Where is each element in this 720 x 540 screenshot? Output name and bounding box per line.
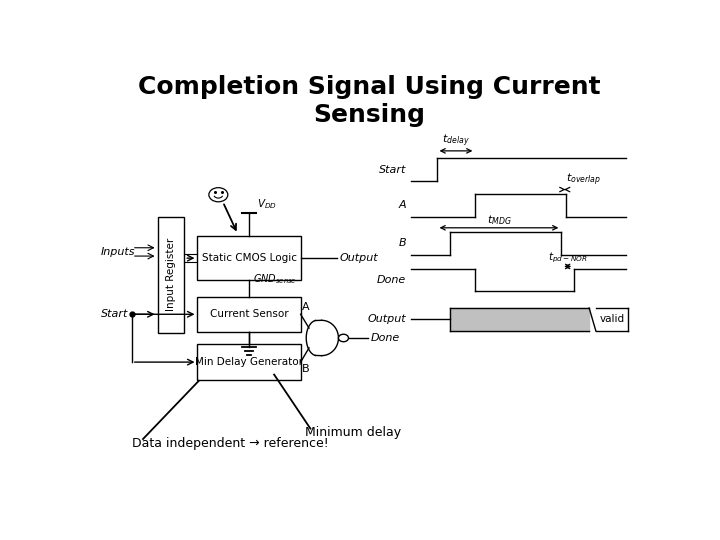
- Text: Done: Done: [370, 333, 400, 343]
- Polygon shape: [306, 320, 338, 356]
- Text: $V_{DD}$: $V_{DD}$: [257, 198, 276, 211]
- Text: Minimum delay: Minimum delay: [305, 426, 401, 439]
- Bar: [197, 345, 301, 380]
- Text: $t_{overlap}$: $t_{overlap}$: [566, 172, 601, 188]
- Text: $t_{pd-NOR}$: $t_{pd-NOR}$: [548, 251, 588, 265]
- Bar: [158, 217, 184, 333]
- Text: B: B: [399, 238, 406, 248]
- Circle shape: [338, 334, 348, 342]
- Text: A: A: [399, 200, 406, 210]
- Text: Min Delay Generator: Min Delay Generator: [195, 357, 303, 367]
- Text: Done: Done: [377, 275, 406, 285]
- Text: $t_{MDG}$: $t_{MDG}$: [487, 213, 511, 227]
- Text: B: B: [302, 364, 310, 374]
- Text: A: A: [302, 302, 310, 312]
- Text: Output: Output: [340, 253, 378, 263]
- Text: Start: Start: [379, 165, 406, 175]
- Text: Inputs: Inputs: [101, 247, 135, 257]
- Text: valid: valid: [600, 314, 625, 325]
- Text: Static CMOS Logic: Static CMOS Logic: [202, 253, 297, 263]
- Text: $t_{delay}$: $t_{delay}$: [442, 132, 470, 149]
- Text: $GND_{sense}$: $GND_{sense}$: [253, 272, 297, 286]
- Text: Output: Output: [368, 314, 406, 325]
- Text: Data independent → reference!: Data independent → reference!: [132, 437, 328, 450]
- Bar: [197, 296, 301, 332]
- Text: Current Sensor: Current Sensor: [210, 309, 288, 319]
- Bar: [197, 237, 301, 280]
- Text: Start: Start: [101, 309, 129, 319]
- Text: Input Register: Input Register: [166, 238, 176, 312]
- Text: Completion Signal Using Current
Sensing: Completion Signal Using Current Sensing: [138, 75, 600, 127]
